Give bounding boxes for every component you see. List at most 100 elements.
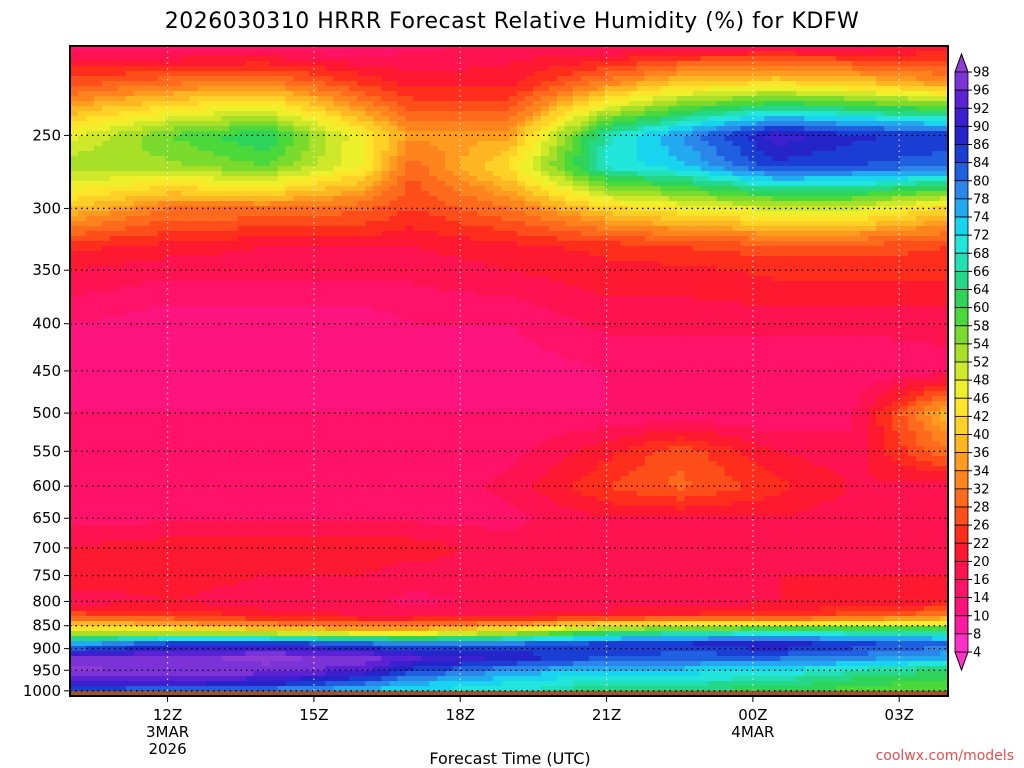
heatmap-cell	[804, 106, 813, 112]
heatmap-cell	[493, 61, 502, 67]
heatmap-cell	[516, 236, 526, 242]
heatmap-cell	[221, 46, 231, 52]
heatmap-cell	[676, 186, 686, 192]
heatmap-cell	[660, 236, 670, 242]
heatmap-cell	[836, 121, 845, 127]
heatmap-cell	[77, 101, 87, 107]
heatmap-cell	[221, 126, 231, 132]
heatmap-cell	[253, 221, 263, 227]
heatmap-cell	[932, 161, 941, 167]
heatmap-cell	[205, 271, 215, 277]
heatmap-cell	[285, 201, 295, 207]
heatmap-cell	[828, 216, 837, 222]
heatmap-cell	[556, 216, 566, 222]
heatmap-cell	[716, 221, 726, 227]
heatmap-cell	[397, 86, 406, 92]
heatmap-cell	[908, 131, 917, 137]
heatmap-cell	[796, 71, 805, 77]
heatmap-cell	[437, 226, 446, 232]
heatmap-cell	[756, 51, 766, 57]
heatmap-cell	[493, 146, 502, 152]
heatmap-cell	[612, 251, 622, 257]
heatmap-cell	[173, 191, 183, 197]
heatmap-cell	[524, 121, 534, 127]
heatmap-cell	[628, 226, 638, 232]
heatmap-cell	[716, 46, 726, 52]
heatmap-cell	[892, 171, 901, 177]
heatmap-cell	[117, 106, 127, 112]
heatmap-cell	[844, 171, 853, 177]
heatmap-cell	[652, 136, 662, 142]
heatmap-cell	[820, 76, 829, 82]
heatmap-cell	[916, 96, 925, 102]
heatmap-cell	[652, 96, 662, 102]
heatmap-cell	[684, 96, 694, 102]
heatmap-cell	[381, 76, 390, 82]
heatmap-cell	[636, 156, 646, 162]
heatmap-cell	[780, 161, 789, 167]
heatmap-cell	[293, 61, 303, 67]
heatmap-cell	[828, 91, 837, 97]
heatmap-cell	[501, 221, 510, 227]
heatmap-cell	[828, 61, 837, 67]
heatmap-cell	[165, 241, 175, 247]
heatmap-cell	[237, 71, 247, 77]
heatmap-cell	[357, 121, 366, 127]
heatmap-cell	[756, 66, 766, 72]
heatmap-cell	[692, 136, 702, 142]
heatmap-cell	[317, 191, 327, 197]
heatmap-cell	[93, 116, 103, 122]
heatmap-cell	[365, 191, 374, 197]
heatmap-cell	[892, 81, 901, 87]
heatmap-cell	[461, 81, 470, 87]
heatmap-cell	[469, 251, 478, 257]
heatmap-cell	[652, 206, 662, 212]
heatmap-cell	[580, 86, 590, 92]
heatmap-cell	[764, 96, 773, 102]
heatmap-cell	[429, 76, 438, 82]
heatmap-cell	[445, 51, 454, 57]
heatmap-cell	[221, 236, 231, 242]
heatmap-cell	[644, 221, 654, 227]
heatmap-cell	[860, 66, 869, 72]
heatmap-cell	[628, 141, 638, 147]
heatmap-cell	[596, 171, 606, 177]
heatmap-cell	[932, 211, 941, 217]
heatmap-cell	[509, 76, 518, 82]
heatmap-cell	[884, 66, 893, 72]
heatmap-cell	[732, 231, 742, 237]
heatmap-cell	[221, 246, 231, 252]
heatmap-cell	[532, 186, 542, 192]
heatmap-cell	[445, 166, 454, 172]
heatmap-cell	[548, 96, 558, 102]
heatmap-cell	[469, 126, 478, 132]
heatmap-cell	[924, 106, 933, 112]
heatmap-cell	[245, 226, 255, 232]
heatmap-cell	[884, 256, 893, 262]
heatmap-cell	[421, 201, 430, 207]
heatmap-cell	[828, 146, 837, 152]
heatmap-cell	[724, 211, 734, 217]
heatmap-cell	[684, 216, 694, 222]
heatmap-cell	[485, 251, 494, 257]
heatmap-cell	[524, 166, 534, 172]
heatmap-cell	[277, 136, 287, 142]
heatmap-cell	[413, 126, 422, 132]
heatmap-cell	[237, 126, 247, 132]
heatmap-cell	[205, 96, 215, 102]
heatmap-cell	[101, 76, 111, 82]
heatmap-cell	[828, 221, 837, 227]
heatmap-cell	[588, 121, 598, 127]
heatmap-cell	[644, 56, 654, 62]
heatmap-cell	[692, 101, 702, 107]
heatmap-cell	[269, 76, 279, 82]
heatmap-cell	[85, 261, 95, 267]
heatmap-cell	[149, 186, 159, 192]
heatmap-cell	[940, 116, 949, 122]
heatmap-cell	[516, 136, 526, 142]
heatmap-cell	[413, 86, 422, 92]
heatmap-cell	[932, 71, 941, 77]
heatmap-cell	[389, 76, 398, 82]
heatmap-cell	[788, 196, 797, 202]
heatmap-cell	[908, 156, 917, 162]
